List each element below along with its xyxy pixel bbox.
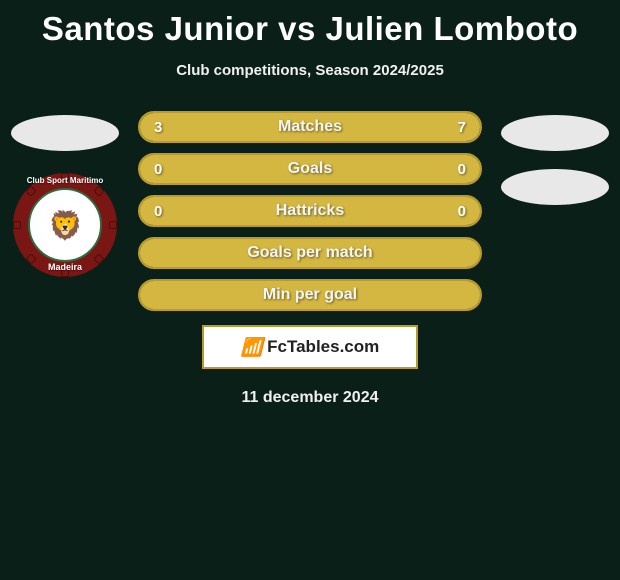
- stat-label: Matches: [140, 118, 480, 136]
- stat-label: Hattricks: [140, 202, 480, 220]
- right-player-column: [490, 111, 620, 407]
- brand-text: FcTables.com: [267, 337, 379, 357]
- lion-icon: 🦁: [48, 209, 83, 242]
- brand-box[interactable]: 📶 FcTables.com: [202, 325, 418, 369]
- subtitle: Club competitions, Season 2024/2025: [0, 62, 620, 79]
- stat-row: Goals per match: [138, 237, 482, 269]
- comparison-layout: Club Sport Maritimo 🦁 Madeira 37Matches 0…: [0, 111, 620, 407]
- stat-bar: Goals per match: [138, 237, 482, 269]
- stat-row: 00Goals: [138, 153, 482, 185]
- crest-top-text: Club Sport Maritimo: [14, 176, 116, 185]
- crest-bottom-text: Madeira: [14, 262, 116, 272]
- stats-column: 37Matches 00Goals 00Hattricks Goals per mat…: [130, 111, 490, 407]
- stat-label: Min per goal: [140, 286, 480, 304]
- date-label: 11 december 2024: [138, 389, 482, 407]
- right-flag-placeholder-2: [501, 169, 609, 205]
- stat-bar: 00Goals: [138, 153, 482, 185]
- chart-icon: 📶: [241, 337, 263, 358]
- stat-label: Goals: [140, 160, 480, 178]
- stat-label: Goals per match: [140, 244, 480, 262]
- stat-bar: Min per goal: [138, 279, 482, 311]
- stat-row: 00Hattricks: [138, 195, 482, 227]
- stat-bar: 00Hattricks: [138, 195, 482, 227]
- stat-row: 37Matches: [138, 111, 482, 143]
- left-club-crest: Club Sport Maritimo 🦁 Madeira: [13, 173, 117, 277]
- left-flag-placeholder: [11, 115, 119, 151]
- page-title: Santos Junior vs Julien Lomboto: [0, 0, 620, 48]
- left-player-column: Club Sport Maritimo 🦁 Madeira: [0, 111, 130, 407]
- right-flag-placeholder-1: [501, 115, 609, 151]
- stat-row: Min per goal: [138, 279, 482, 311]
- crest-inner: 🦁: [28, 188, 102, 262]
- stat-bar: 37Matches: [138, 111, 482, 143]
